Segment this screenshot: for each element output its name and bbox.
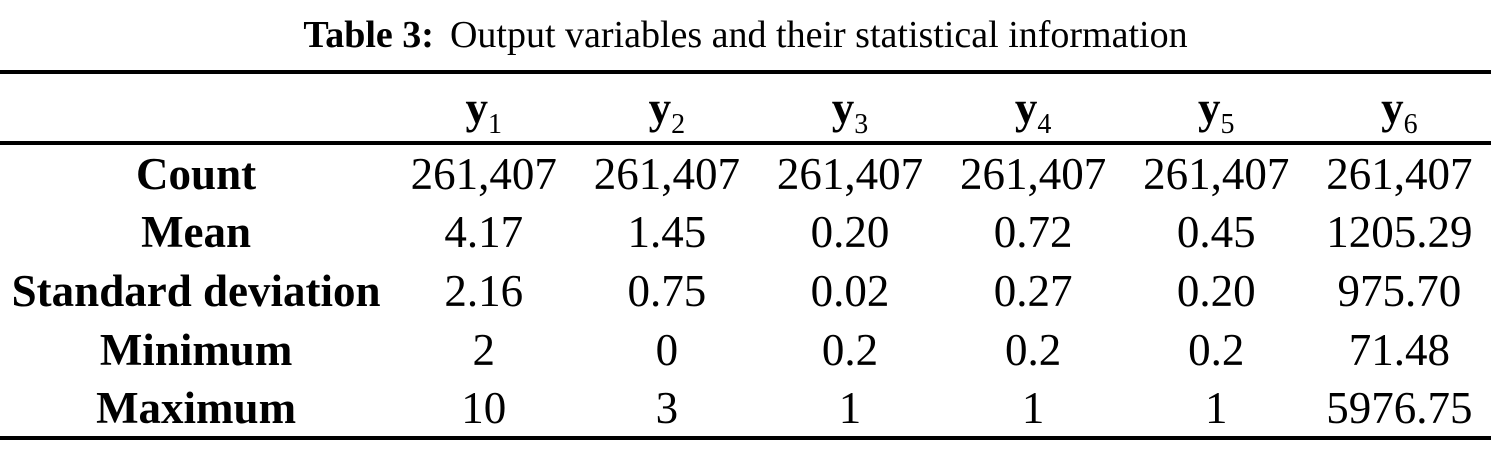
table-row: Minimum 2 0 0.2 0.2 0.2 71.48 — [0, 320, 1491, 379]
column-header-y3: y3 — [758, 72, 942, 145]
table-cell: 0.72 — [993, 206, 1073, 257]
table-cell: 261,407 — [1326, 148, 1473, 199]
column-header-y6: y6 — [1307, 72, 1491, 145]
table-cell: 2 — [472, 324, 495, 375]
variable-subscript: 5 — [1220, 108, 1235, 140]
table-cell: 10 — [461, 382, 507, 433]
row-label: Mean — [141, 206, 252, 257]
table-cell: 0.2 — [1188, 324, 1245, 375]
table-header: y1 y2 y3 y4 y5 y6 — [0, 72, 1491, 145]
table-cell: 0.27 — [993, 265, 1073, 316]
table-cell: 3 — [655, 382, 679, 433]
table-cell: 71.48 — [1348, 324, 1451, 375]
table-cell: 261,407 — [1143, 148, 1290, 199]
row-label: Count — [136, 148, 257, 199]
table-cell: 0.20 — [1176, 265, 1256, 316]
table-cell: 1.45 — [627, 206, 707, 257]
variable-subscript: 4 — [1037, 108, 1052, 140]
table-row: Mean 4.17 1.45 0.20 0.72 0.45 1205.29 — [0, 202, 1491, 261]
row-label: Maximum — [96, 382, 297, 433]
table-cell: 261,407 — [959, 148, 1107, 199]
variable-symbol: y — [465, 82, 488, 133]
variable-subscript: 1 — [487, 108, 502, 140]
column-header-y4: y4 — [941, 72, 1125, 145]
table-cell: 0.20 — [810, 206, 890, 257]
column-header-y2: y2 — [575, 72, 759, 145]
table-caption-text: Output variables and their statistical i… — [449, 14, 1188, 57]
variable-subscript: 6 — [1403, 108, 1418, 140]
table-row: Standard deviation 2.16 0.75 0.02 0.27 0.20 97… — [0, 261, 1491, 320]
table-caption: Table 3: Output variables and their stat… — [0, 0, 1491, 70]
column-header-y1: y1 — [392, 72, 576, 145]
row-label: Standard deviation — [11, 265, 381, 316]
table-cell: 0.45 — [1176, 206, 1256, 257]
header-row: y1 y2 y3 y4 y5 y6 — [0, 72, 1491, 145]
table-cell: 5976.75 — [1326, 382, 1473, 433]
table-cell: 1 — [1021, 382, 1045, 433]
variable-subscript: 2 — [671, 108, 686, 140]
table-cell: 1205.29 — [1326, 206, 1473, 257]
variable-symbol: y — [831, 82, 855, 133]
table-cell: 0.02 — [810, 265, 890, 316]
row-label: Minimum — [99, 324, 293, 375]
table-cell: 261,407 — [410, 148, 557, 199]
table-cell: 0.2 — [821, 324, 879, 375]
table-cell: 0.75 — [627, 265, 707, 316]
statistics-table: y1 y2 y3 y4 y5 y6 Count 261,407 261,407 261,407 2… — [0, 70, 1491, 440]
table-row: Maximum 10 3 1 1 1 5976.75 — [0, 379, 1491, 438]
table-body: Count 261,407 261,407 261,407 261,407 261,407… — [0, 143, 1491, 438]
variable-symbol: y — [1197, 82, 1221, 133]
table-cell: 1 — [1204, 382, 1228, 433]
table-row: Count 261,407 261,407 261,407 261,407 261,407… — [0, 143, 1491, 202]
variable-symbol: y — [1381, 82, 1404, 133]
table-cell: 1 — [838, 382, 862, 433]
table-caption-label: Table 3: — [303, 14, 434, 57]
table-cell: 2.16 — [444, 265, 524, 316]
table-cell: 261,407 — [776, 148, 924, 199]
variable-symbol: y — [1014, 82, 1038, 133]
variable-symbol: y — [648, 82, 672, 133]
variable-subscript: 3 — [854, 108, 869, 140]
table-cell: 0 — [655, 324, 679, 375]
table-cell: 4.17 — [444, 206, 524, 257]
table-cell: 975.70 — [1337, 265, 1462, 316]
column-header-y5: y5 — [1124, 72, 1308, 145]
corner-cell — [0, 72, 393, 145]
table-cell: 0.2 — [1004, 324, 1062, 375]
table-cell: 261,407 — [593, 148, 740, 199]
